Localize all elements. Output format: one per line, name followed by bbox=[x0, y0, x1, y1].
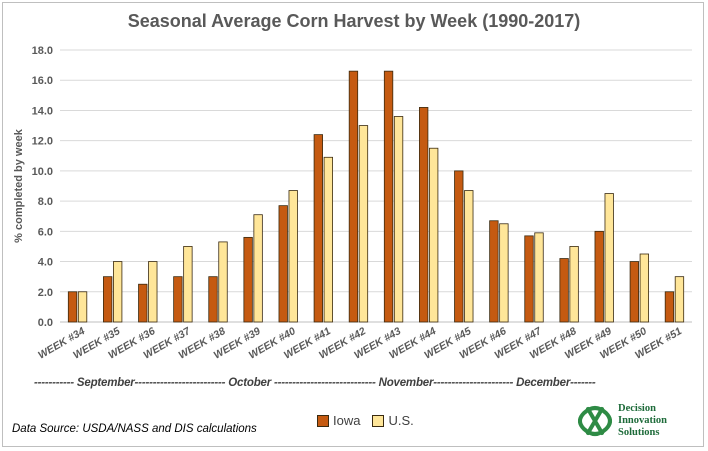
bar-iowa-2 bbox=[138, 283, 148, 323]
company-logo: Decision Innovation Solutions bbox=[578, 403, 667, 439]
bar-iowa-3 bbox=[173, 276, 183, 323]
bar-iowa-13 bbox=[524, 235, 534, 323]
chart-frame bbox=[2, 2, 704, 447]
bar-us-3 bbox=[183, 246, 193, 323]
legend-swatch-iowa bbox=[317, 414, 329, 427]
bar-iowa-0 bbox=[67, 291, 78, 323]
legend-item-iowa: Iowa bbox=[317, 413, 360, 428]
bar-us-17 bbox=[674, 276, 685, 323]
knot-logo-icon bbox=[578, 406, 612, 436]
bar-iowa-12 bbox=[489, 220, 499, 323]
bar-iowa-6 bbox=[278, 205, 288, 323]
legend-label-us: U.S. bbox=[388, 413, 414, 428]
legend-label-iowa: Iowa bbox=[333, 413, 361, 428]
y-tick-label: 2.0 bbox=[38, 287, 53, 299]
bar-us-2 bbox=[148, 261, 158, 323]
y-tick-label: 0.0 bbox=[38, 317, 53, 329]
bar-us-5 bbox=[253, 214, 263, 323]
bar-iowa-9 bbox=[383, 70, 394, 323]
bar-iowa-5 bbox=[243, 236, 253, 323]
bar-iowa-8 bbox=[348, 70, 359, 323]
legend: Iowa U.S. bbox=[317, 413, 426, 428]
bar-iowa-14 bbox=[559, 258, 569, 323]
bar-iowa-15 bbox=[594, 230, 604, 323]
data-source-note: Data Source: USDA/NASS and DIS calculati… bbox=[12, 423, 257, 435]
bar-us-14 bbox=[569, 246, 579, 323]
bar-us-10 bbox=[429, 147, 439, 323]
bar-us-11 bbox=[464, 190, 474, 323]
y-tick-label: 4.0 bbox=[38, 257, 53, 269]
logo-line2: Innovation bbox=[618, 415, 668, 426]
y-tick-label: 16.0 bbox=[32, 75, 53, 87]
y-tick-label: 18.0 bbox=[32, 45, 53, 57]
y-tick-label: 8.0 bbox=[38, 196, 53, 208]
bar-us-9 bbox=[393, 116, 404, 323]
y-tick-label: 6.0 bbox=[38, 226, 53, 238]
bar-iowa-11 bbox=[454, 170, 464, 323]
y-tick-label: 14.0 bbox=[32, 105, 53, 117]
bar-us-7 bbox=[323, 156, 333, 323]
bar-us-1 bbox=[113, 261, 123, 323]
bar-us-13 bbox=[534, 232, 544, 323]
y-axis-label: % completed by week bbox=[13, 128, 25, 243]
month-labels: ----------- September-------------------… bbox=[34, 377, 596, 389]
bar-us-15 bbox=[604, 193, 614, 323]
bar-us-16 bbox=[639, 253, 649, 323]
legend-item-us: U.S. bbox=[372, 413, 414, 428]
bar-us-12 bbox=[499, 223, 509, 323]
y-tick-label: 12.0 bbox=[32, 136, 53, 148]
logo-line3: Solutions bbox=[618, 427, 660, 438]
logo-line1: Decision bbox=[618, 403, 656, 414]
bar-iowa-16 bbox=[629, 261, 639, 323]
bar-iowa-1 bbox=[103, 276, 113, 323]
bar-iowa-17 bbox=[664, 291, 675, 323]
chart-title: Seasonal Average Corn Harvest by Week (1… bbox=[127, 11, 581, 31]
bar-iowa-10 bbox=[419, 107, 429, 323]
bar-us-0 bbox=[77, 291, 88, 323]
legend-swatch-us bbox=[372, 414, 385, 427]
bar-us-8 bbox=[358, 125, 369, 323]
bar-us-4 bbox=[218, 241, 228, 323]
bar-iowa-4 bbox=[208, 276, 218, 323]
bar-iowa-7 bbox=[313, 134, 323, 323]
bar-us-6 bbox=[288, 190, 298, 323]
y-tick-label: 10.0 bbox=[32, 166, 53, 178]
